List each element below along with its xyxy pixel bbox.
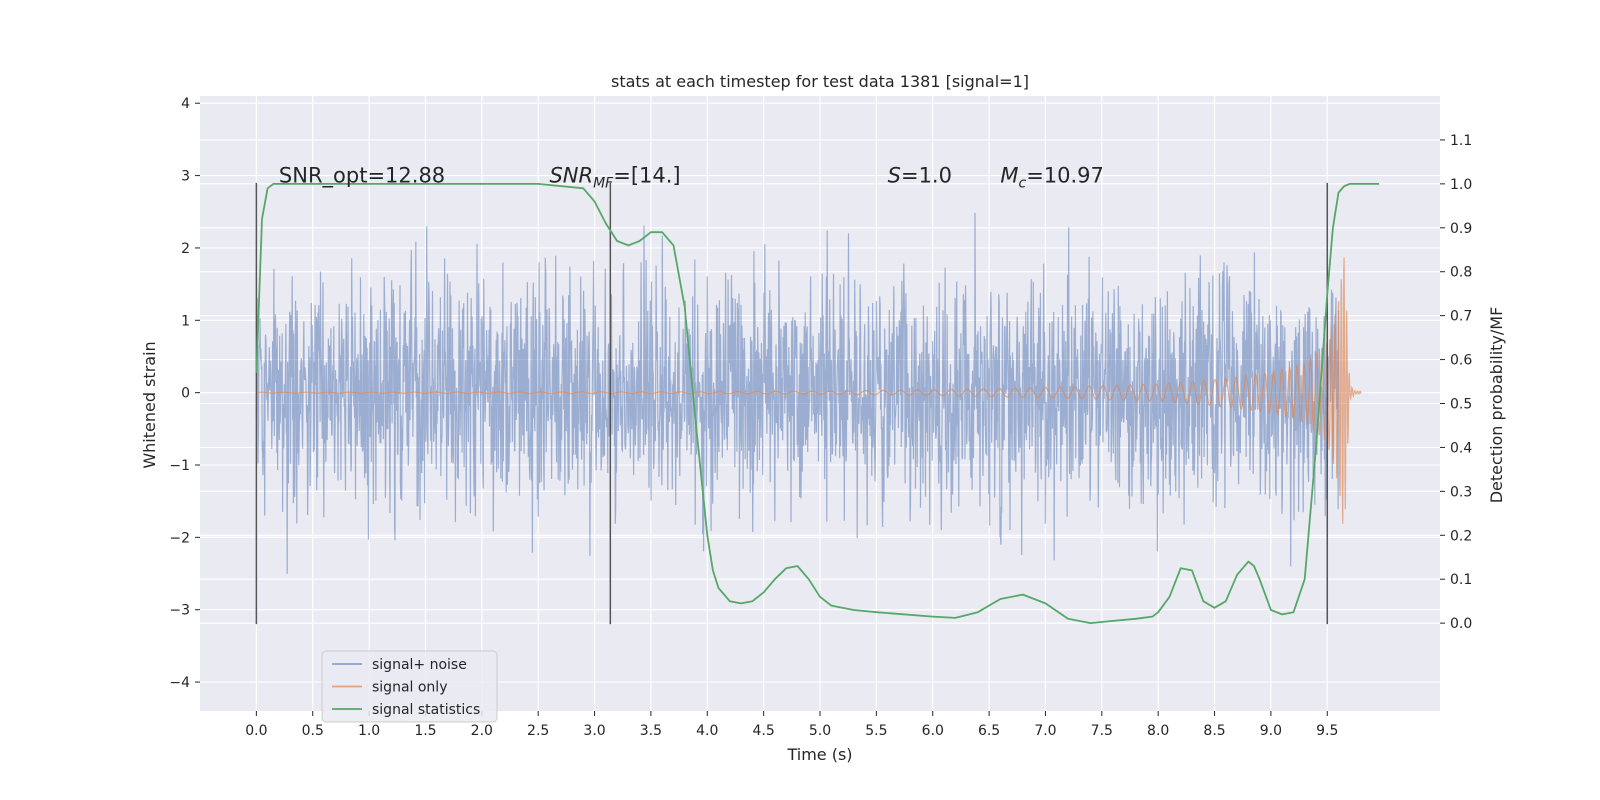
x-tick-label: 1.0 [358, 723, 380, 739]
grid-lines [200, 96, 1440, 711]
y-right-tick-label: 0.6 [1450, 353, 1472, 369]
annotation: SNR_opt=12.88 [279, 164, 445, 189]
x-tick-label: 0.0 [245, 723, 267, 739]
y-right-tick-label: 0.9 [1450, 221, 1472, 237]
legend: signal+ noise signal only signal statistic… [321, 650, 498, 723]
x-tick-label: 1.5 [414, 723, 436, 739]
annotation: Mc=10.97 [1000, 164, 1104, 192]
y-right-tick-label: 0.8 [1450, 265, 1472, 281]
y-right-tick-label: 0.1 [1450, 572, 1472, 588]
x-tick-label: 5.5 [865, 723, 887, 739]
x-tick-label: 2.5 [527, 723, 549, 739]
y-left-tick-label: −1 [169, 458, 190, 474]
legend-label: signal statistics [372, 702, 480, 718]
x-tick-label: 5.0 [809, 723, 831, 739]
y-left-tick-label: 0 [181, 386, 190, 402]
y-axis-left-label: Whitened strain [140, 341, 159, 468]
annotation: SNRMF=[14.] [549, 164, 680, 192]
x-tick-label: 6.0 [922, 723, 944, 739]
y-right-tick-label: 0.7 [1450, 309, 1472, 325]
legend-box [321, 650, 498, 723]
y-right-tick-label: 0.5 [1450, 397, 1472, 413]
annotations: SNR_opt=12.88 SNRMF=[14.] S=1.0 Mc=10.97 [279, 164, 1104, 192]
legend-label: signal+ noise [372, 657, 467, 673]
x-tick-label: 9.0 [1260, 723, 1282, 739]
y-right-tick-label: 0.2 [1450, 528, 1472, 544]
x-tick-label: 4.0 [696, 723, 718, 739]
y-right-tick-label: 0.3 [1450, 484, 1472, 500]
x-axis-label: Time (s) [786, 745, 852, 764]
y-axis-right-label: Detection probability/MF [1487, 307, 1506, 504]
chart-title: stats at each timestep for test data 138… [611, 72, 1029, 91]
x-tick-label: 3.0 [583, 723, 605, 739]
y-left-tick-label: 3 [181, 169, 190, 185]
y-left-tick-label: −3 [169, 603, 190, 619]
x-tick-label: 9.5 [1316, 723, 1338, 739]
y-left-tick-label: −4 [169, 675, 190, 691]
legend-label: signal only [372, 680, 447, 696]
signal-noise-line [255, 212, 1340, 575]
x-tick-label: 8.5 [1203, 723, 1225, 739]
y-left-tick-label: 2 [181, 241, 190, 257]
y-left-tick-label: −2 [169, 530, 190, 546]
y-right-tick-label: 0.4 [1450, 440, 1472, 456]
x-tick-label: 2.0 [471, 723, 493, 739]
x-tick-label: 8.0 [1147, 723, 1169, 739]
x-tick-label: 6.5 [978, 723, 1000, 739]
y-right-tick-label: 0.0 [1450, 616, 1472, 632]
annotation: S=1.0 [888, 164, 952, 188]
signal-only-series [256, 257, 1362, 524]
vertical-markers [255, 182, 1329, 625]
y-left-tick-label: 1 [181, 313, 190, 329]
x-tick-label: 4.5 [753, 723, 775, 739]
signal-noise-series [255, 212, 1340, 575]
signal-only-line [256, 257, 1362, 524]
x-tick-label: 7.5 [1091, 723, 1113, 739]
axis-ticks: 0.0 0.5 1.0 1.5 2.0 2.5 3.0 3.5 4.0 4.5 5.0 5.5 6.0 6… [169, 96, 1472, 739]
y-right-tick-label: 1.1 [1450, 133, 1472, 149]
x-tick-label: 0.5 [302, 723, 324, 739]
signal-statistics-line [255, 183, 1380, 624]
x-tick-label: 7.0 [1034, 723, 1056, 739]
x-tick-label: 3.5 [640, 723, 662, 739]
signal-statistics-series [255, 183, 1380, 624]
y-left-tick-label: 4 [181, 96, 190, 112]
y-right-tick-label: 1.0 [1450, 177, 1472, 193]
